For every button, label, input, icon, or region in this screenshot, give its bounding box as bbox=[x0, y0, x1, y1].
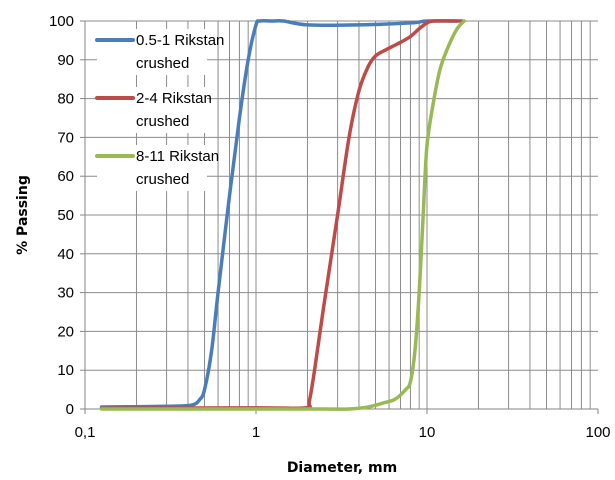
y-tick-label: 10 bbox=[57, 362, 74, 379]
x-tick-label: 1 bbox=[252, 424, 260, 441]
x-tick-label: 100 bbox=[585, 424, 610, 441]
legend-entry-background bbox=[97, 145, 207, 191]
y-tick-label: 70 bbox=[57, 129, 74, 146]
x-axis-title: Diameter, mm bbox=[287, 460, 397, 476]
series-line-3 bbox=[99, 19, 466, 411]
y-tick-label: 100 bbox=[49, 13, 74, 30]
x-tick-label: 0,1 bbox=[75, 424, 96, 441]
y-tick-label: 60 bbox=[57, 168, 74, 185]
y-tick-label: 90 bbox=[57, 52, 74, 69]
legend-label: 0.5-1 Rikstan bbox=[136, 32, 224, 49]
series-line-1 bbox=[99, 18, 459, 409]
legend-label: crushed bbox=[136, 171, 189, 188]
y-tick-label: 30 bbox=[57, 285, 74, 302]
legend-label: crushed bbox=[136, 113, 189, 130]
x-tick-label: 10 bbox=[419, 424, 436, 441]
y-axis-title: % Passing bbox=[15, 175, 31, 255]
legend-label: 2-4 Rikstan bbox=[136, 90, 212, 107]
y-tick-label: 0 bbox=[66, 401, 74, 418]
legend-label: 8-11 Rikstan bbox=[136, 148, 219, 165]
legend-entry-background bbox=[97, 29, 207, 75]
y-tick-label: 20 bbox=[57, 323, 74, 340]
series-line-2 bbox=[99, 19, 464, 411]
plot-area: 0 10 20 30 40 50 60 70 80 90 100 0,1 1 10 100 0.5-1 Rik… bbox=[49, 13, 611, 441]
y-tick-label: 40 bbox=[57, 246, 74, 263]
y-tick-label: 50 bbox=[57, 207, 74, 224]
legend-entry-background bbox=[97, 87, 207, 133]
y-tick-label: 80 bbox=[57, 91, 74, 108]
legend-label: crushed bbox=[136, 55, 189, 72]
